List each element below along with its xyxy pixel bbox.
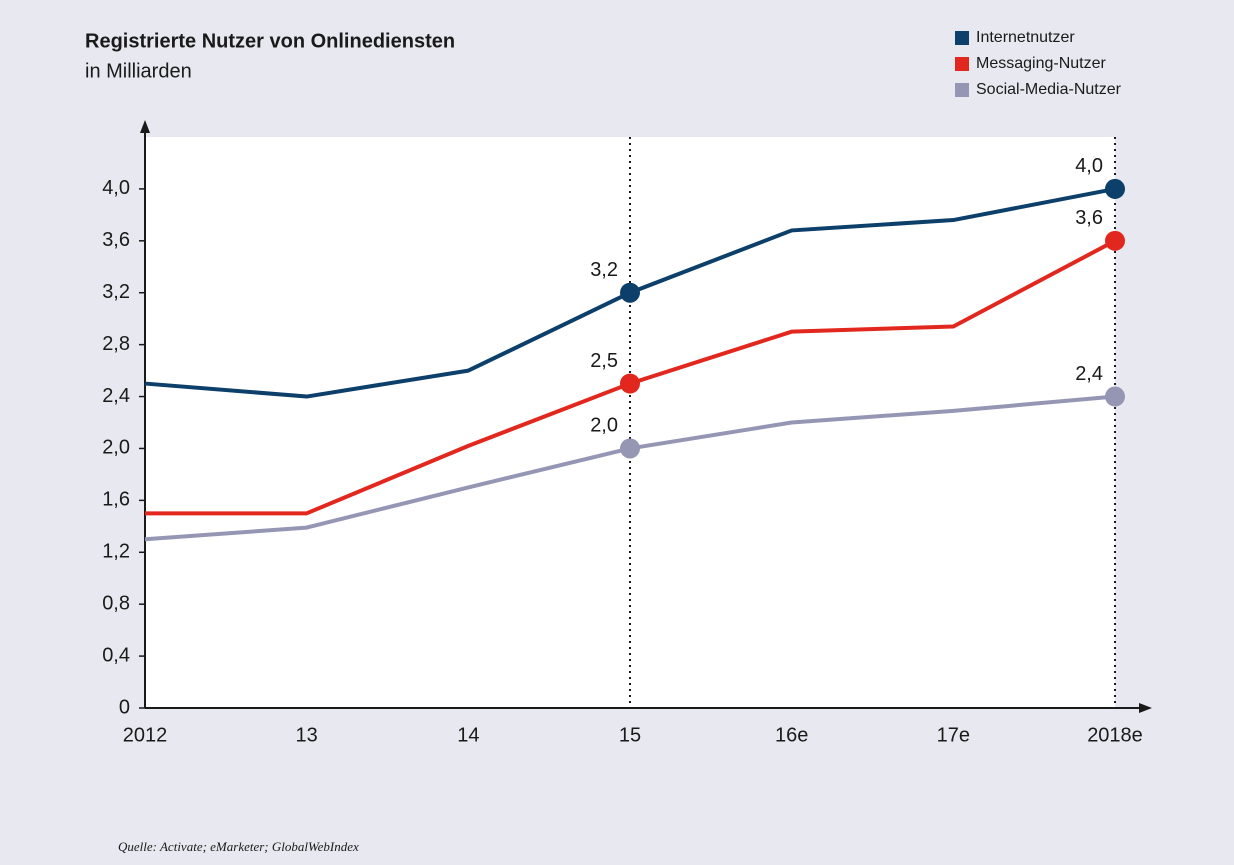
y-tick-label: 2,0 [102, 437, 130, 459]
y-tick-label: 3,6 [102, 229, 130, 251]
x-tick-label: 2018e [1087, 724, 1143, 746]
y-tick-label: 0,4 [102, 644, 130, 666]
value-label: 3,2 [590, 259, 618, 281]
legend-swatch [955, 57, 969, 71]
point-marker [1105, 178, 1125, 199]
x-tick-label: 17e [937, 724, 970, 746]
y-tick-label: 3,2 [102, 281, 130, 303]
y-axis-arrow [140, 120, 150, 133]
chart-subtitle: in Milliarden [85, 60, 192, 82]
x-tick-label: 13 [296, 724, 318, 746]
y-tick-label: 1,6 [102, 489, 130, 511]
point-marker [1105, 386, 1125, 407]
y-tick-label: 2,4 [102, 385, 130, 407]
x-axis-arrow [1139, 703, 1152, 713]
y-tick-label: 2,8 [102, 333, 130, 355]
x-tick-label: 2012 [123, 724, 168, 746]
legend-swatch [955, 31, 969, 45]
chart-title: Registrierte Nutzer von Onlinediensten [85, 30, 455, 52]
point-marker [1105, 230, 1125, 251]
y-tick-label: 1,2 [102, 541, 130, 563]
point-marker [620, 373, 640, 394]
x-tick-label: 14 [457, 724, 479, 746]
y-tick-label: 0 [119, 696, 130, 718]
point-marker [620, 438, 640, 459]
y-tick-label: 0,8 [102, 592, 130, 614]
value-label: 4,0 [1075, 155, 1103, 177]
value-label: 2,4 [1075, 363, 1103, 385]
x-tick-label: 15 [619, 724, 641, 746]
legend-swatch [955, 83, 969, 97]
point-marker [620, 282, 640, 303]
legend-label: Social-Media-Nutzer [976, 81, 1122, 98]
value-label: 2,5 [590, 350, 618, 372]
value-label: 2,0 [590, 415, 618, 437]
y-tick-label: 4,0 [102, 177, 130, 199]
legend-label: Internetnutzer [976, 29, 1075, 46]
value-label: 3,6 [1075, 207, 1103, 229]
source-note: Quelle: Activate; eMarketer; GlobalWebIn… [118, 839, 359, 854]
x-tick-label: 16e [775, 724, 808, 746]
legend-label: Messaging-Nutzer [976, 55, 1107, 72]
